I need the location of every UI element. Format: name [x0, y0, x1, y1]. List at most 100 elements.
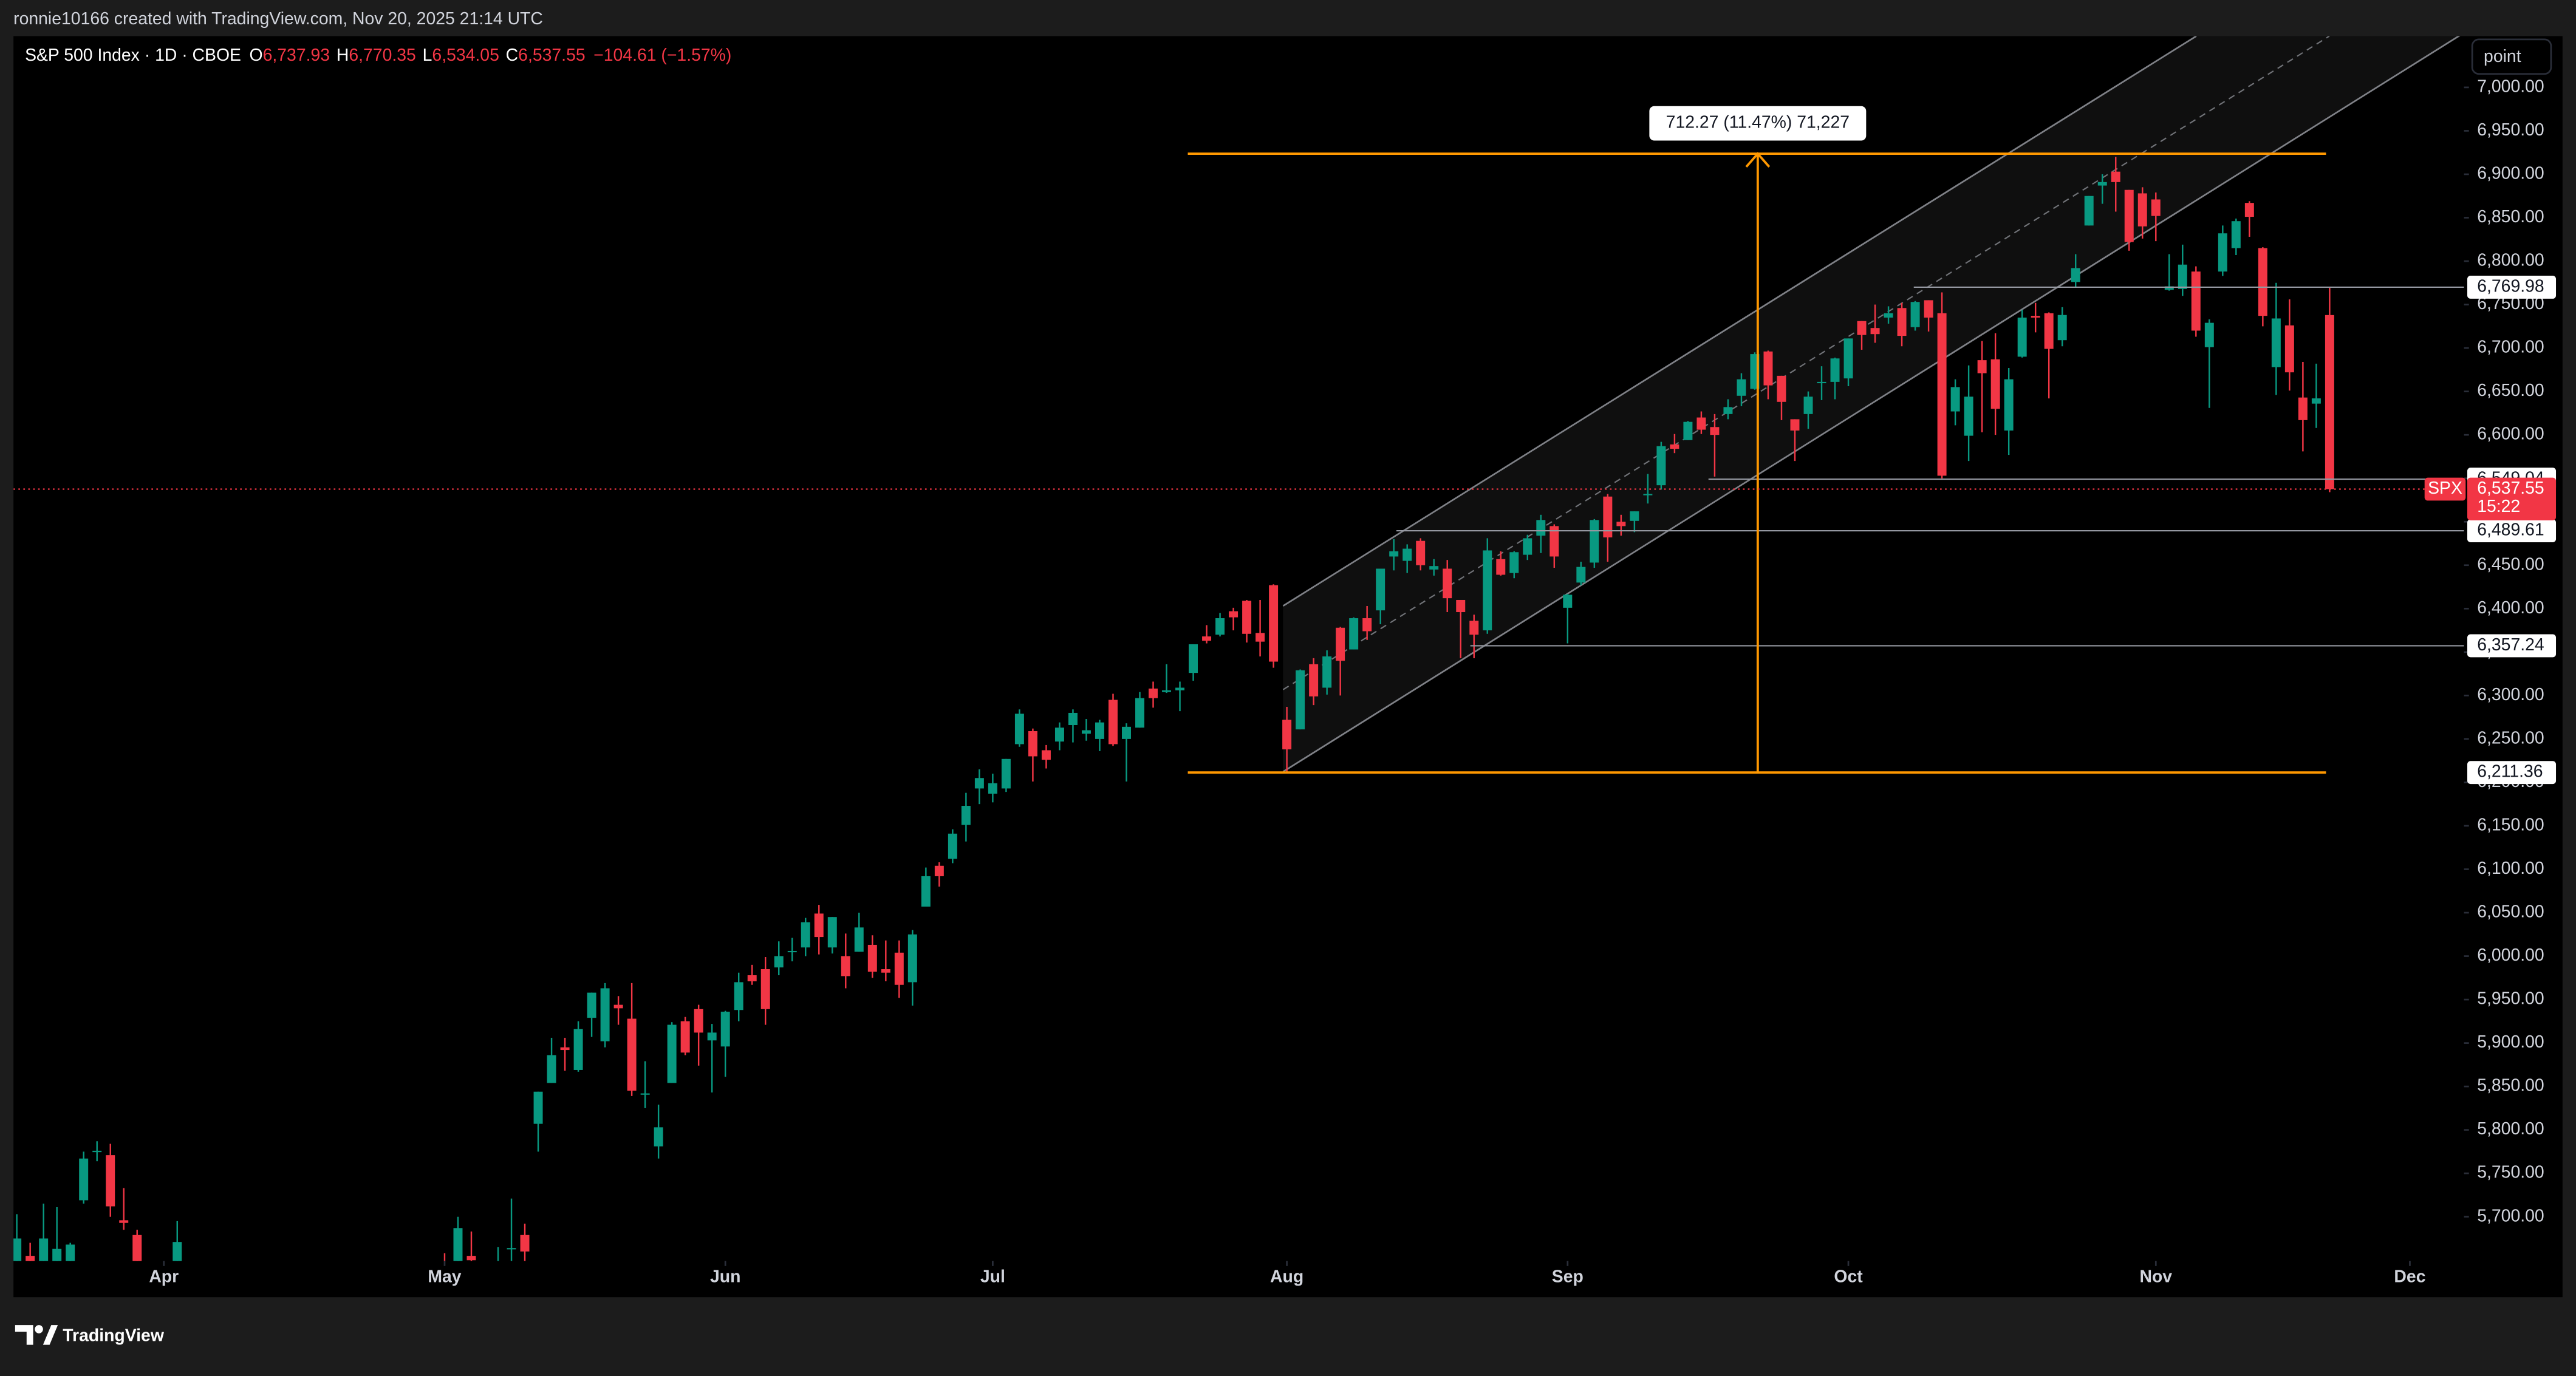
candle-body	[1696, 417, 1706, 430]
x-tick-label: Aug	[1270, 1267, 1303, 1286]
candle-body	[720, 1012, 730, 1047]
y-tick-label: 6,150.00	[2477, 815, 2544, 834]
candle-body	[1349, 618, 1359, 650]
candle-body	[2325, 315, 2334, 489]
candle-body	[1309, 664, 1319, 697]
candle-body	[627, 1018, 637, 1091]
candle-body	[1616, 522, 1626, 526]
y-tick-label: 6,950.00	[2477, 120, 2544, 140]
candle-body	[680, 1021, 690, 1053]
candle-body	[854, 927, 864, 952]
legend-value: 6,534.05	[432, 45, 499, 64]
channel-upper	[1282, 36, 2197, 607]
candle-body	[520, 1235, 530, 1252]
candle-body	[1496, 559, 1506, 575]
candle-body	[453, 1228, 463, 1261]
candle-body	[2231, 221, 2241, 248]
candle-body	[707, 1032, 717, 1041]
legend-value: 6,770.35	[349, 45, 415, 64]
y-tick-label: 6,250.00	[2477, 728, 2544, 748]
legend-symbol: S&P 500 Index · 1D · CBOE	[25, 45, 241, 64]
candle-body	[2084, 196, 2094, 226]
candle-body	[1977, 360, 1987, 373]
y-tick-label: 5,900.00	[2477, 1032, 2544, 1052]
candle-body	[2097, 182, 2107, 186]
level-label: 6,489.61	[2477, 520, 2544, 540]
candle-body	[1950, 387, 1960, 412]
chart-area	[13, 36, 2563, 1298]
candle-body	[1990, 359, 2000, 409]
candle-body	[1563, 594, 1573, 608]
y-tick-label: 6,300.00	[2477, 685, 2544, 704]
x-tick-label: Jun	[710, 1267, 740, 1286]
candle-body	[1737, 379, 1746, 396]
candle-body	[787, 950, 797, 953]
level-label-box	[2467, 276, 2557, 299]
candle-body	[1656, 446, 1666, 486]
candle-body	[1014, 714, 1024, 744]
candle-body	[1175, 687, 1185, 690]
candle-body	[2258, 248, 2267, 316]
candle-body	[1189, 644, 1198, 673]
candle-body	[1269, 585, 1279, 662]
candle-body	[106, 1155, 115, 1207]
candle-body	[640, 1093, 650, 1095]
candle-body	[760, 969, 770, 1009]
candle-body	[1416, 540, 1426, 565]
y-tick-label: 6,800.00	[2477, 251, 2544, 270]
candle-body	[2204, 322, 2214, 347]
candle-body	[2031, 316, 2040, 318]
candle-body	[1282, 720, 1292, 750]
legend-key: O	[250, 45, 263, 64]
candle-body	[1763, 351, 1773, 386]
candle-body	[948, 833, 957, 859]
candle-body	[1135, 698, 1144, 728]
candle-body	[2271, 318, 2281, 367]
candle-body	[466, 1256, 476, 1261]
candle-body	[1964, 397, 1973, 436]
candle-body	[1643, 494, 1653, 496]
x-tick-label: May	[428, 1267, 461, 1286]
x-tick-label: Nov	[2139, 1267, 2172, 1286]
legend-text: S&P 500 Index · 1D · CBOE O6,737.93 H6,770…	[25, 45, 731, 64]
y-tick-label: 5,800.00	[2477, 1119, 2544, 1139]
candle-body	[1897, 308, 1907, 336]
candle-body	[974, 778, 984, 789]
candle-body	[1068, 712, 1078, 726]
candle-body	[2071, 268, 2080, 282]
candle-body	[26, 1256, 35, 1261]
y-tick-label: 6,400.00	[2477, 598, 2544, 618]
last-price-symbol: SPX	[2428, 479, 2462, 498]
candle-body	[1870, 328, 1880, 335]
candle-body	[827, 917, 837, 948]
last-price-label: 6,537.55	[2477, 479, 2544, 498]
level-label: 6,769.98	[2477, 276, 2544, 296]
candle-body	[1790, 419, 1800, 431]
last-price-tag-box	[2424, 477, 2466, 501]
candle-body	[1670, 444, 1679, 449]
legend-change: −104.61 (−1.57%)	[593, 45, 731, 64]
candle-body	[2111, 171, 2120, 182]
measure-label: 712.27 (11.47%) 71,227	[1666, 113, 1850, 132]
legend-value: 6,737.93	[263, 45, 330, 64]
candle-body	[1723, 407, 1733, 414]
scale-button-label[interactable]: point	[2484, 47, 2521, 66]
candle-body	[119, 1220, 129, 1223]
candle-body	[1041, 750, 1051, 760]
candle-body	[2017, 318, 2027, 357]
last-price-box	[2467, 477, 2557, 520]
candle-body	[2244, 203, 2254, 217]
candle-body	[2164, 286, 2174, 290]
candle-body	[667, 1024, 677, 1083]
scale-button[interactable]	[2471, 38, 2552, 75]
candle-body	[747, 975, 757, 982]
candle-body	[734, 982, 743, 1010]
candle-body	[1830, 358, 1840, 382]
candle-body	[1322, 656, 1332, 688]
level-label: 6,211.36	[2477, 762, 2543, 782]
candle-body	[1483, 550, 1492, 631]
candle-body	[1509, 552, 1519, 573]
y-tick-label: 6,000.00	[2477, 945, 2544, 965]
candle-body	[1389, 551, 1399, 557]
